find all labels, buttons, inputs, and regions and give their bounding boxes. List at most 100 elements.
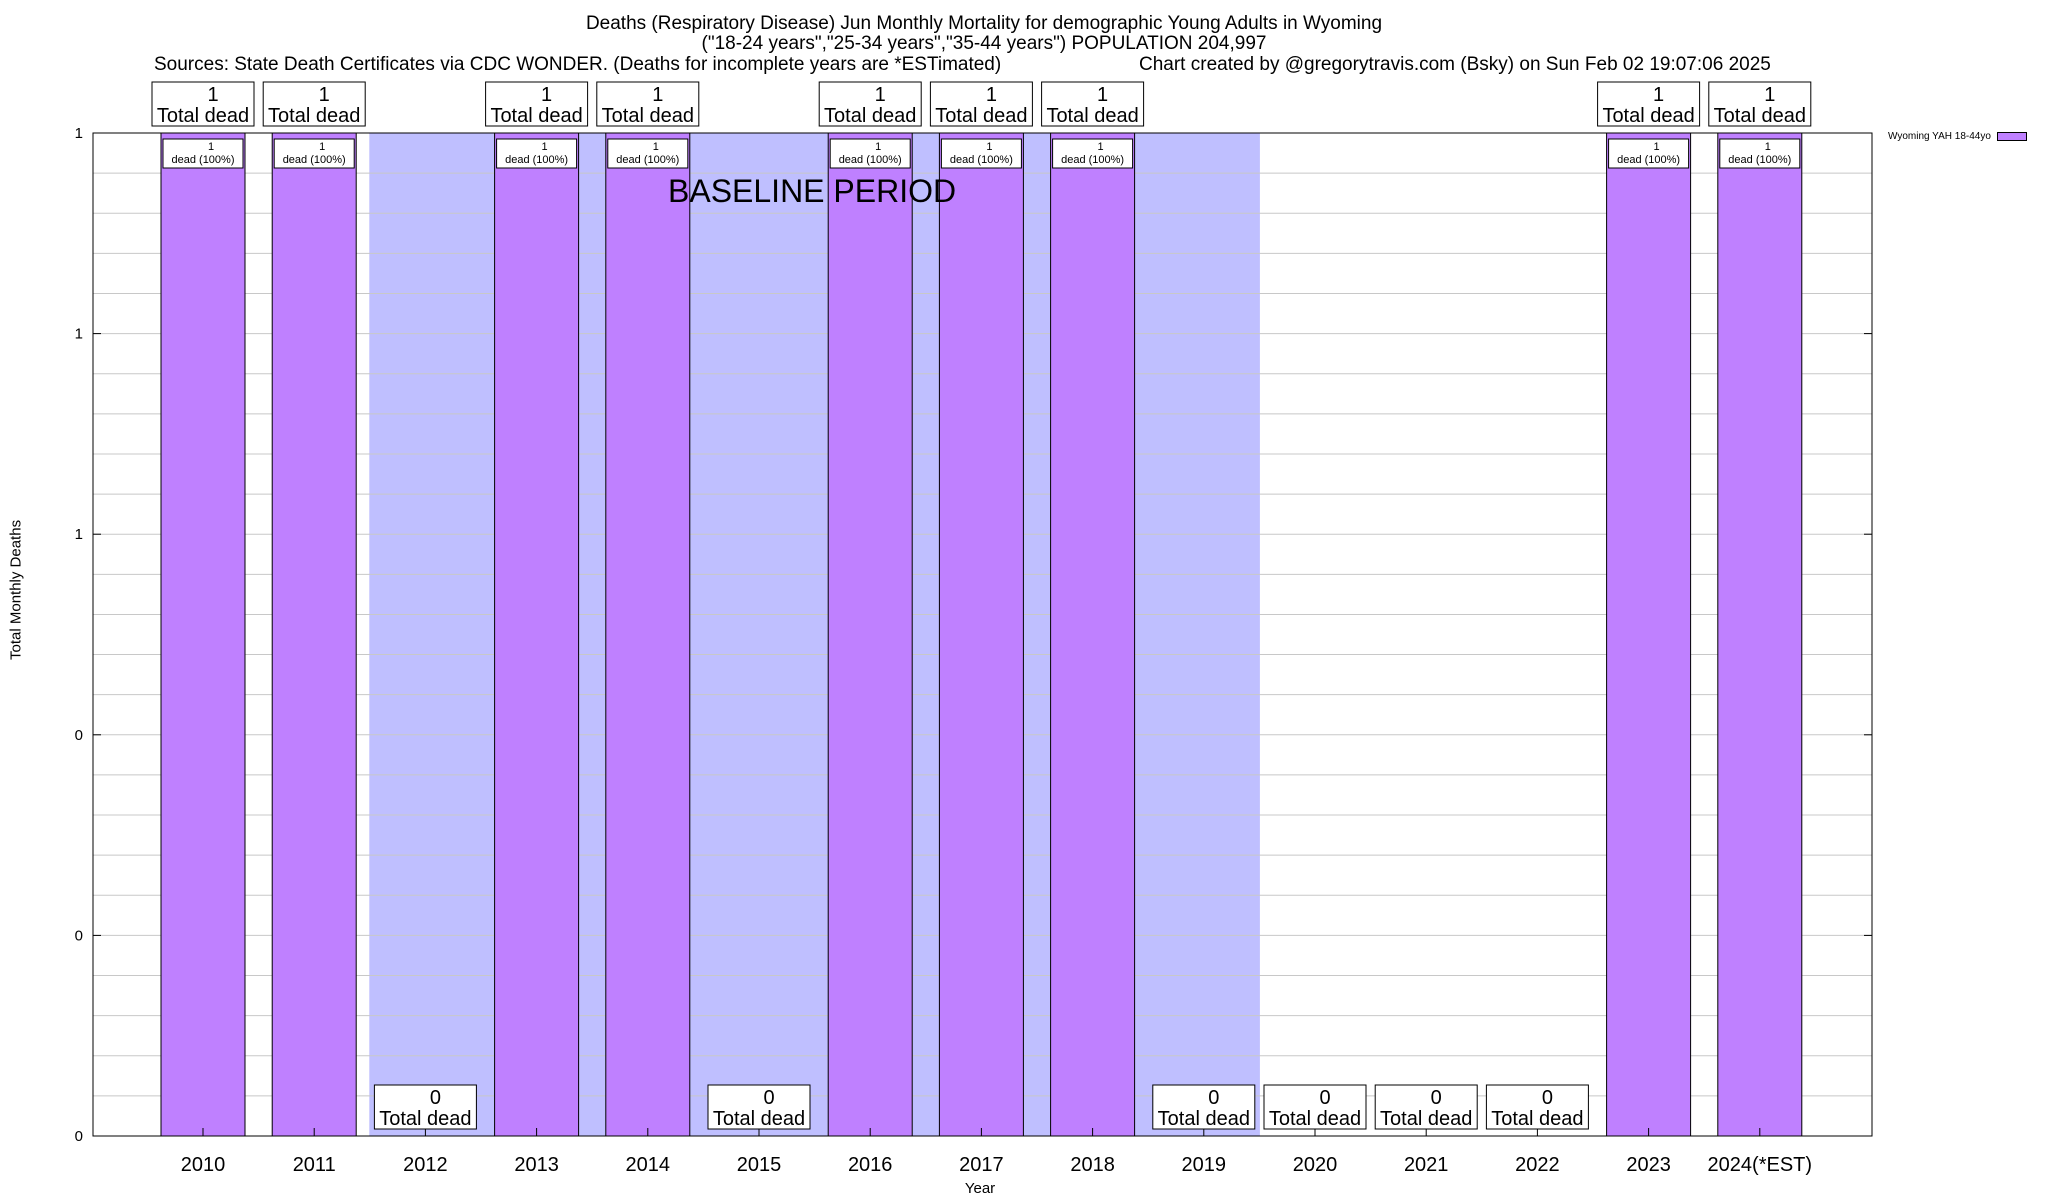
bar [494, 132, 580, 1137]
total-label-value: 1 [207, 84, 218, 106]
pct-label-text: dead (100%) [1617, 154, 1680, 166]
y-tick-label: 1 [75, 125, 83, 142]
axes: 0 0 0 1 1 1 2010 2011 2012 2013 2014 2015 2016 2017 20… [75, 125, 1873, 1176]
pct-label-value: 1 [319, 141, 325, 153]
chart-subtitle: ("18-24 years","25-34 years","35-44 year… [701, 33, 1267, 54]
x-tick-label: 2019 [1182, 1154, 1227, 1176]
total-label-text: Total dead [157, 105, 249, 127]
x-tick-label: 2015 [737, 1154, 782, 1176]
pct-label-text: dead (100%) [616, 154, 679, 166]
x-axis-label: Year [964, 1180, 996, 1197]
legend-label: Wyoming YAH 18-44yo [1888, 131, 1991, 142]
total-label-text: Total dead [824, 105, 916, 127]
total-label-text: Total dead [268, 105, 360, 127]
pct-label-box [496, 138, 578, 169]
x-tick-label: 2024(*EST) [1708, 1154, 1813, 1176]
x-tick-label: 2020 [1293, 1154, 1338, 1176]
pct-label-value: 1 [208, 141, 214, 153]
total-label-text: Total dead [1602, 105, 1694, 127]
total-label-box [818, 81, 922, 127]
pct-label-value: 1 [1098, 141, 1104, 153]
pct-label-box [1608, 138, 1690, 169]
bar [160, 132, 246, 1137]
x-tick-label: 2017 [959, 1154, 1004, 1176]
y-tick-label: 0 [75, 1128, 83, 1145]
pct-label-value: 1 [1654, 141, 1660, 153]
total-label-box [596, 81, 700, 127]
bar [1606, 132, 1692, 1137]
x-tick-label: 2023 [1626, 1154, 1671, 1176]
total-label-value: 0 [1208, 1087, 1219, 1109]
total-label-box [485, 81, 589, 127]
total-label-text: Total dead [379, 1108, 471, 1130]
y-tick-label: 0 [75, 727, 83, 744]
bar [1717, 132, 1803, 1137]
x-tick-label: 2022 [1515, 1154, 1560, 1176]
total-label-text: Total dead [1491, 1108, 1583, 1130]
total-label-box [1152, 1084, 1256, 1130]
pct-label-value: 1 [1765, 141, 1771, 153]
total-label-text: Total dead [1046, 105, 1138, 127]
total-label-value: 1 [319, 84, 330, 106]
total-label-box [1485, 1084, 1589, 1130]
total-label-box [707, 1084, 811, 1130]
pct-label-text: dead (100%) [1728, 154, 1791, 166]
pct-label-box [829, 138, 911, 169]
legend: Wyoming YAH 18-44yo [1888, 131, 2027, 142]
chart-sources: Sources: State Death Certificates via CD… [154, 54, 1002, 75]
x-tick-label: 2016 [848, 1154, 893, 1176]
pct-label-box [1719, 138, 1801, 169]
pct-label-value: 1 [875, 141, 881, 153]
pct-label-value: 1 [542, 141, 548, 153]
chart-title: Deaths (Respiratory Disease) Jun Monthly… [585, 13, 1383, 34]
pct-label-box [273, 138, 355, 169]
x-tick-label: 2014 [626, 1154, 671, 1176]
x-tick-label: 2013 [514, 1154, 559, 1176]
y-axis-label: Total Monthly Deaths [7, 519, 25, 660]
total-label-value: 1 [986, 84, 997, 106]
total-label-value: 1 [1764, 84, 1775, 106]
x-tick-label: 2018 [1070, 1154, 1115, 1176]
total-label-value: 1 [652, 84, 663, 106]
bar [827, 132, 913, 1137]
total-label-text: Total dead [1714, 105, 1806, 127]
total-label-text: Total dead [490, 105, 582, 127]
pct-label-text: dead (100%) [172, 154, 235, 166]
pct-label-text: dead (100%) [1061, 154, 1124, 166]
x-tick-label: 2010 [181, 1154, 226, 1176]
total-label-box [262, 81, 366, 127]
y-tick-label: 0 [75, 927, 83, 944]
total-label-value: 1 [1653, 84, 1664, 106]
total-label-box [151, 81, 255, 127]
bar [271, 132, 357, 1137]
x-tick-label: 2021 [1404, 1154, 1449, 1176]
legend-swatch [1996, 132, 2027, 141]
y-tick-label: 1 [75, 326, 83, 343]
x-tick-label: 2011 [293, 1154, 336, 1176]
bar [605, 132, 691, 1137]
total-label-box [373, 1084, 477, 1130]
total-label-value: 0 [430, 1087, 441, 1109]
total-label-box [1041, 81, 1145, 127]
pct-label-text: dead (100%) [839, 154, 902, 166]
pct-label-value: 1 [653, 141, 659, 153]
total-label-text: Total dead [713, 1108, 805, 1130]
total-label-text: Total dead [1380, 1108, 1472, 1130]
pct-label-value: 1 [986, 141, 992, 153]
chart-credit: Chart created by @gregorytravis.com (Bsk… [1139, 54, 1771, 75]
total-label-box [1374, 1084, 1478, 1130]
pct-label-box [1052, 138, 1134, 169]
y-tick-label: 1 [75, 526, 83, 543]
x-tick-label: 2012 [403, 1154, 448, 1176]
total-label-value: 0 [1319, 1087, 1330, 1109]
total-label-box [1263, 1084, 1367, 1130]
total-label-box [929, 81, 1033, 127]
total-label-text: Total dead [602, 105, 694, 127]
pct-label-box [607, 138, 689, 169]
bar [1050, 132, 1136, 1137]
bar [938, 132, 1024, 1137]
pct-label-box [940, 138, 1022, 169]
pct-label-text: dead (100%) [283, 154, 346, 166]
